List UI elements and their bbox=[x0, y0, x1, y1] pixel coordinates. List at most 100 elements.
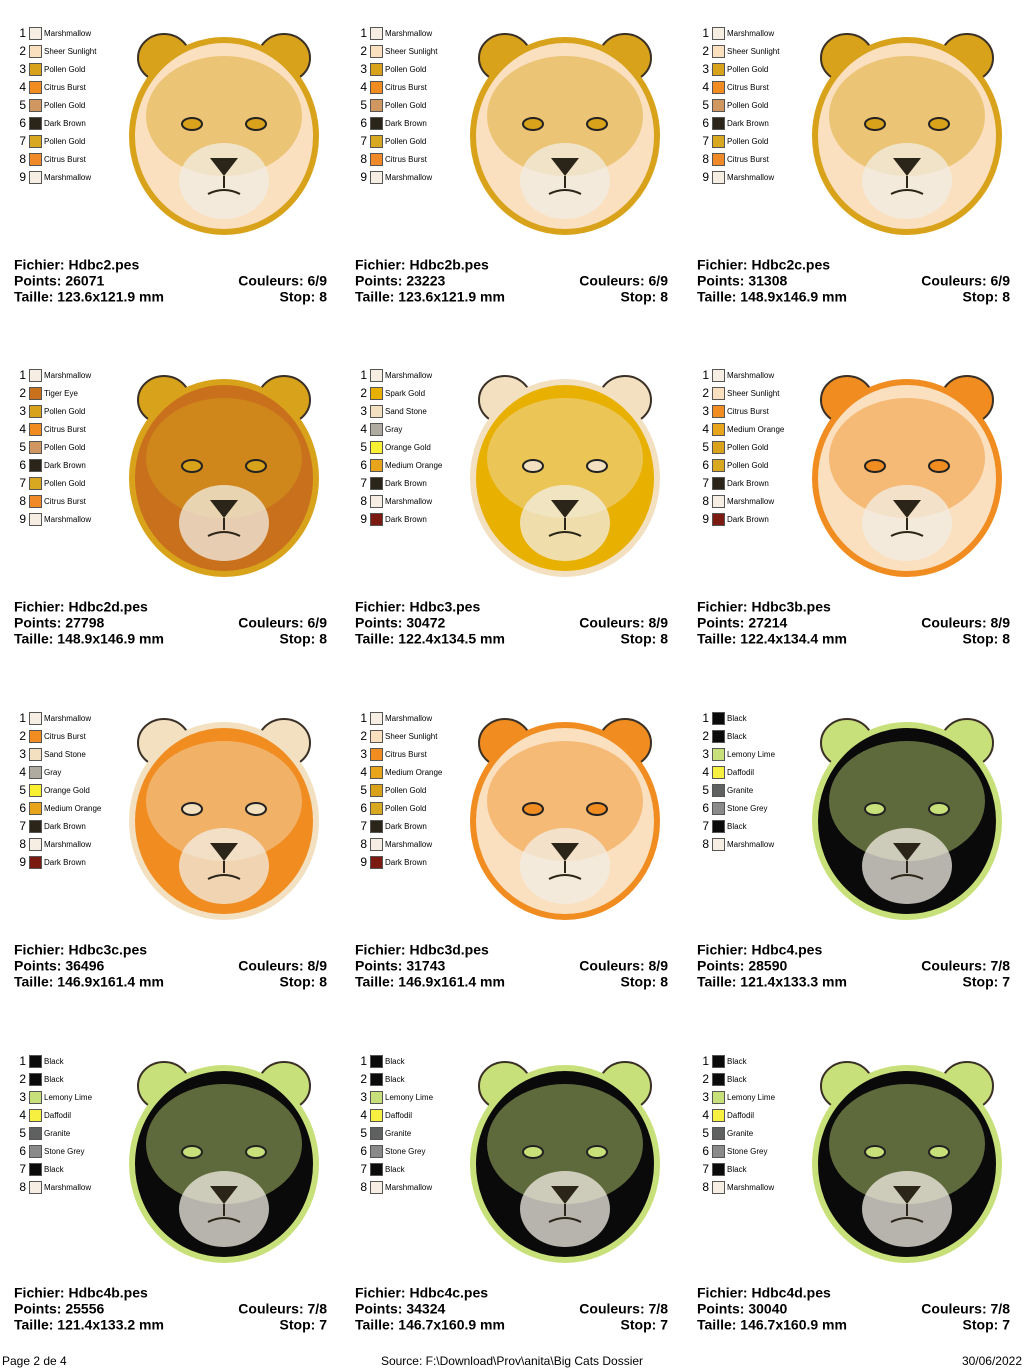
color-number: 4 bbox=[702, 80, 709, 94]
color-swatch bbox=[370, 1073, 383, 1086]
color-swatch bbox=[370, 856, 383, 869]
stitch-points: Points: 26071 bbox=[14, 273, 104, 289]
color-swatch bbox=[29, 712, 42, 725]
color-name: Citrus Burst bbox=[385, 155, 428, 164]
color-name: Marshmallow bbox=[385, 497, 432, 506]
design-preview bbox=[470, 718, 660, 920]
stop-count: Stop: 8 bbox=[621, 289, 669, 305]
color-number: 7 bbox=[360, 134, 367, 148]
color-name: Pollen Gold bbox=[727, 101, 768, 110]
color-number: 6 bbox=[360, 116, 367, 130]
design-preview bbox=[812, 33, 1002, 235]
color-name: Daffodil bbox=[727, 768, 754, 777]
color-name: Pollen Gold bbox=[385, 786, 426, 795]
color-number: 1 bbox=[360, 26, 367, 40]
design-size: Taille: 148.9x146.9 mm bbox=[697, 289, 847, 305]
color-number: 7 bbox=[360, 476, 367, 490]
color-swatch bbox=[370, 99, 383, 112]
color-number: 5 bbox=[19, 1126, 26, 1140]
color-number: 1 bbox=[702, 1054, 709, 1068]
color-name: Black bbox=[44, 1165, 65, 1174]
design-preview bbox=[470, 33, 660, 235]
nose bbox=[551, 500, 579, 518]
color-swatch bbox=[29, 99, 42, 112]
color-name: Dark Brown bbox=[44, 822, 86, 831]
color-count: Couleurs: 6/9 bbox=[921, 273, 1010, 289]
stitch-points: Points: 36496 bbox=[14, 958, 104, 974]
color-swatch bbox=[370, 153, 383, 166]
color-name: Marshmallow bbox=[44, 840, 91, 849]
color-number: 3 bbox=[702, 404, 709, 418]
color-swatch bbox=[712, 802, 725, 815]
color-name: Orange Gold bbox=[385, 443, 431, 452]
color-swatch bbox=[29, 81, 42, 94]
file-name: Fichier: Hdbc4d.pes bbox=[697, 1285, 831, 1301]
color-swatch bbox=[29, 802, 42, 815]
file-name: Fichier: Hdbc3c.pes bbox=[14, 942, 147, 958]
design-preview bbox=[129, 1061, 319, 1263]
color-name: Black bbox=[727, 822, 748, 831]
color-swatch bbox=[29, 820, 42, 833]
color-swatch bbox=[712, 99, 725, 112]
color-name: Marshmallow bbox=[727, 173, 774, 182]
color-number: 2 bbox=[702, 729, 709, 743]
nose bbox=[210, 843, 238, 861]
nose bbox=[210, 500, 238, 518]
color-number: 1 bbox=[702, 711, 709, 725]
color-name: Daffodil bbox=[44, 1111, 71, 1120]
eye bbox=[928, 1145, 950, 1159]
file-name: Fichier: Hdbc3.pes bbox=[355, 599, 480, 615]
stop-count: Stop: 8 bbox=[621, 974, 669, 990]
color-number: 6 bbox=[19, 801, 26, 815]
file-name: Fichier: Hdbc4b.pes bbox=[14, 1285, 148, 1301]
stop-count: Stop: 7 bbox=[963, 974, 1011, 990]
color-name: Citrus Burst bbox=[44, 497, 87, 506]
color-name: Pollen Gold bbox=[727, 443, 768, 452]
color-swatch bbox=[370, 423, 383, 436]
color-number: 9 bbox=[360, 170, 367, 184]
color-swatch bbox=[29, 441, 42, 454]
color-number: 5 bbox=[360, 440, 367, 454]
color-swatch bbox=[712, 1181, 725, 1194]
color-number: 2 bbox=[360, 729, 367, 743]
color-number: 5 bbox=[19, 783, 26, 797]
head bbox=[129, 722, 319, 920]
color-number: 9 bbox=[19, 170, 26, 184]
design-size: Taille: 146.9x161.4 mm bbox=[14, 974, 164, 990]
eye bbox=[522, 802, 544, 816]
color-number: 2 bbox=[702, 386, 709, 400]
color-number: 8 bbox=[360, 837, 367, 851]
color-swatch bbox=[370, 1145, 383, 1158]
color-name: Black bbox=[727, 1075, 748, 1084]
color-number: 4 bbox=[19, 422, 26, 436]
color-swatch bbox=[370, 820, 383, 833]
color-name: Medium Orange bbox=[727, 425, 785, 434]
color-name: Lemony Lime bbox=[727, 1093, 776, 1102]
file-name: Fichier: Hdbc4.pes bbox=[697, 942, 822, 958]
head bbox=[812, 37, 1002, 235]
color-name: Marshmallow bbox=[385, 1183, 432, 1192]
head bbox=[129, 379, 319, 577]
color-swatch bbox=[712, 27, 725, 40]
stitch-points: Points: 31308 bbox=[697, 273, 787, 289]
color-name: Dark Brown bbox=[385, 479, 427, 488]
color-number: 2 bbox=[360, 1072, 367, 1086]
design-cell: 1 Marshmallow 2 Sheer Sunlight 3 Citrus Burst… bbox=[355, 711, 668, 990]
file-name: Fichier: Hdbc3b.pes bbox=[697, 599, 831, 615]
eye bbox=[245, 459, 267, 473]
color-swatch bbox=[712, 117, 725, 130]
color-swatch bbox=[370, 712, 383, 725]
color-name: Citrus Burst bbox=[385, 750, 428, 759]
design-cell: 1 Marshmallow 2 Sheer Sunlight 3 Pollen Gold 4… bbox=[355, 26, 668, 305]
eye bbox=[245, 117, 267, 131]
color-name: Dark Brown bbox=[727, 515, 769, 524]
color-number: 4 bbox=[702, 1108, 709, 1122]
color-swatch bbox=[370, 369, 383, 382]
color-swatch bbox=[29, 405, 42, 418]
color-name: Lemony Lime bbox=[727, 750, 776, 759]
design-size: Taille: 146.7x160.9 mm bbox=[697, 1317, 847, 1333]
color-name: Marshmallow bbox=[385, 371, 432, 380]
color-swatch bbox=[712, 748, 725, 761]
color-number: 4 bbox=[360, 80, 367, 94]
